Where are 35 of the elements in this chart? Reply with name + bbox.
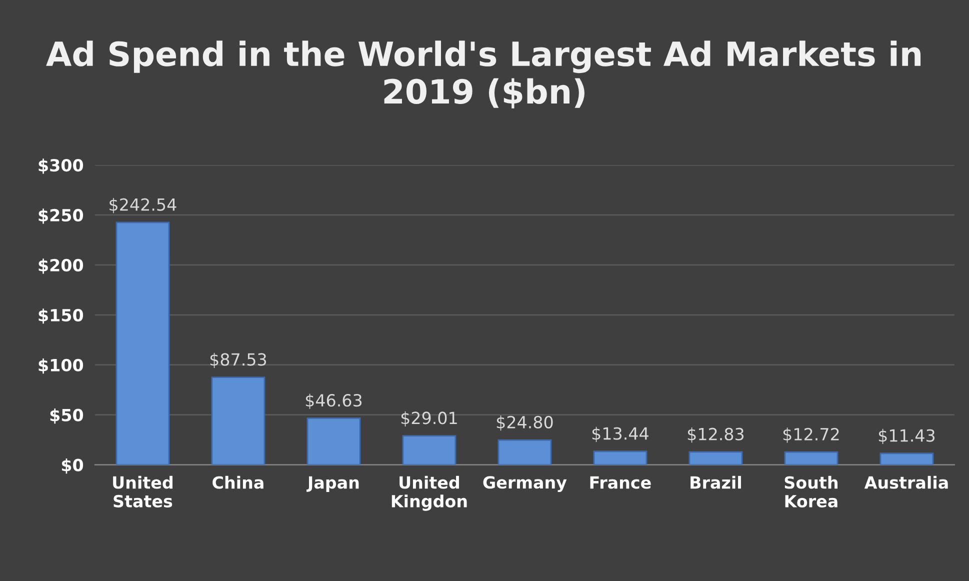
x-tick-label: United Kingdon: [392, 476, 467, 511]
bar: [593, 450, 648, 465]
y-tick-label: $200: [38, 258, 84, 274]
data-label: $12.72: [783, 428, 839, 443]
bar: [116, 222, 170, 465]
x-tick-label: China: [212, 476, 264, 489]
x-tick-label: Brazil: [690, 476, 741, 489]
y-tick-label: $50: [50, 408, 84, 424]
bar: [784, 451, 838, 465]
data-label: $46.63: [306, 394, 362, 409]
data-label: $87.53: [210, 352, 266, 368]
data-label: $29.01: [401, 411, 457, 426]
x-tick-label: France: [590, 476, 651, 489]
x-tick-label: South Korea: [784, 476, 838, 508]
y-tick-label: $150: [38, 308, 84, 324]
x-tick-label: Germany: [483, 476, 567, 492]
y-tick-label: $250: [38, 208, 84, 224]
data-label: $13.44: [592, 426, 648, 442]
x-tick-label: United States: [113, 476, 172, 508]
data-label: $24.80: [496, 416, 553, 431]
x-tick-label: Japan: [306, 476, 359, 492]
data-label: $242.54: [110, 198, 176, 214]
y-tick-label: $0: [62, 458, 84, 474]
bar: [498, 439, 552, 465]
data-label: $11.43: [878, 428, 935, 444]
bar: [402, 435, 456, 465]
y-tick-label: $100: [38, 358, 84, 374]
chart-title: Ad Spend in the World's Largest Ad Markets in 2019 ($bn): [46, 40, 921, 108]
bar: [211, 376, 266, 465]
data-label: $12.83: [688, 428, 744, 443]
y-tick-label: $300: [38, 158, 84, 174]
bar: [306, 418, 361, 465]
x-tick-label: Australia: [864, 476, 948, 489]
bar: [880, 452, 934, 465]
bar: [688, 451, 743, 465]
